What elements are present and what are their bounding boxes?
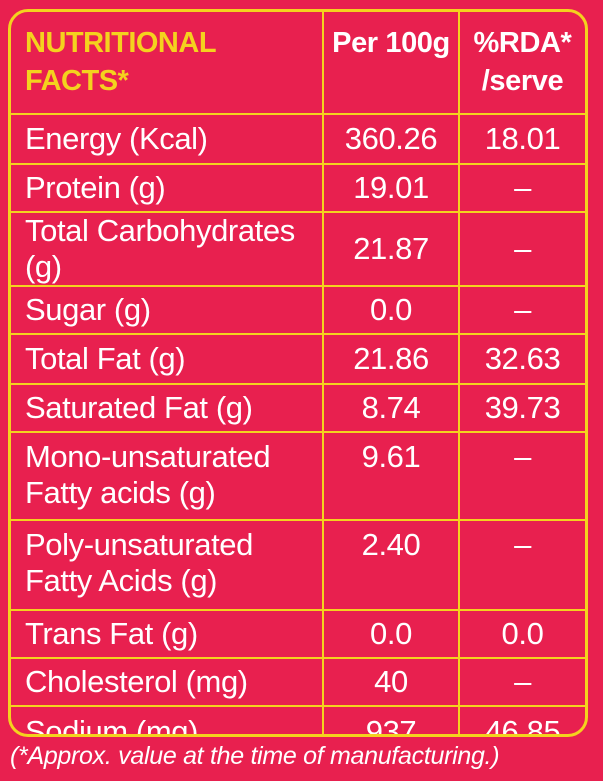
per-100g-value: 9.61 bbox=[322, 431, 460, 521]
nutrient-name-line2: Fatty acids (g) bbox=[25, 475, 216, 510]
table-row: Total Fat (g) 21.86 32.63 bbox=[11, 333, 585, 385]
rda-value: – bbox=[458, 211, 585, 287]
per-100g-value: 21.87 bbox=[322, 211, 460, 287]
per-100g-value: 2.40 bbox=[322, 519, 460, 611]
per-100g-value: 937 bbox=[322, 705, 460, 734]
header-per-100g: Per 100g bbox=[322, 12, 460, 115]
nutrient-name: Sodium (mg) bbox=[11, 705, 324, 734]
table-row: Sodium (mg) 937 46.85 bbox=[11, 705, 585, 734]
nutrient-name: Protein (g) bbox=[11, 163, 324, 213]
table-row: Poly-unsaturated Fatty Acids (g) 2.40 – bbox=[11, 519, 585, 611]
nutrient-name-line2: Fatty Acids (g) bbox=[25, 563, 218, 598]
table-row: Saturated Fat (g) 8.74 39.73 bbox=[11, 383, 585, 433]
header-rda-line2: /serve bbox=[481, 65, 564, 97]
rda-value: 32.63 bbox=[458, 333, 585, 385]
rda-value: – bbox=[458, 285, 585, 335]
table-header-row: NUTRITIONAL FACTS* Per 100g %RDA* /serve bbox=[11, 12, 585, 115]
nutrient-name: Total Carbohydrates (g) bbox=[11, 211, 324, 287]
nutrition-table: NUTRITIONAL FACTS* Per 100g %RDA* /serve… bbox=[11, 12, 585, 734]
header-rda-per-serve: %RDA* /serve bbox=[458, 12, 585, 115]
per-100g-value: 0.0 bbox=[322, 285, 460, 335]
nutrient-name: Cholesterol (mg) bbox=[11, 657, 324, 707]
rda-value: – bbox=[458, 163, 585, 213]
rda-value: 46.85 bbox=[458, 705, 585, 734]
per-100g-value: 19.01 bbox=[322, 163, 460, 213]
table-row: Mono-unsaturated Fatty acids (g) 9.61 – bbox=[11, 431, 585, 521]
table-row: Total Carbohydrates (g) 21.87 – bbox=[11, 211, 585, 287]
per-100g-value: 40 bbox=[322, 657, 460, 707]
rda-value: – bbox=[458, 519, 585, 611]
per-100g-value: 8.74 bbox=[322, 383, 460, 433]
rda-value: – bbox=[458, 431, 585, 521]
rda-value: – bbox=[458, 657, 585, 707]
rda-value: 0.0 bbox=[458, 609, 585, 659]
nutrient-name-line1: Mono-unsaturated bbox=[25, 439, 271, 474]
table-row: Cholesterol (mg) 40 – bbox=[11, 657, 585, 707]
nutrient-name: Saturated Fat (g) bbox=[11, 383, 324, 433]
nutrient-name: Energy (Kcal) bbox=[11, 113, 324, 165]
table-row: Sugar (g) 0.0 – bbox=[11, 285, 585, 335]
nutrition-facts-panel: NUTRITIONAL FACTS* Per 100g %RDA* /serve… bbox=[8, 9, 588, 737]
table-row: Energy (Kcal) 360.26 18.01 bbox=[11, 113, 585, 165]
per-100g-value: 360.26 bbox=[322, 113, 460, 165]
nutrient-name: Sugar (g) bbox=[11, 285, 324, 335]
rda-value: 18.01 bbox=[458, 113, 585, 165]
nutrient-name: Trans Fat (g) bbox=[11, 609, 324, 659]
table-row: Trans Fat (g) 0.0 0.0 bbox=[11, 609, 585, 659]
per-100g-value: 21.86 bbox=[322, 333, 460, 385]
nutrient-name: Poly-unsaturated Fatty Acids (g) bbox=[11, 519, 324, 611]
nutrient-name-line1: Poly-unsaturated bbox=[25, 527, 253, 562]
nutrient-name: Total Fat (g) bbox=[11, 333, 324, 385]
per-100g-value: 0.0 bbox=[322, 609, 460, 659]
table-row: Protein (g) 19.01 – bbox=[11, 163, 585, 213]
footnote: (*Approx. value at the time of manufactu… bbox=[10, 742, 500, 770]
nutrient-name: Mono-unsaturated Fatty acids (g) bbox=[11, 431, 324, 521]
header-nutritional-facts: NUTRITIONAL FACTS* bbox=[11, 12, 324, 115]
rda-value: 39.73 bbox=[458, 383, 585, 433]
header-rda-line1: %RDA* bbox=[473, 27, 572, 59]
